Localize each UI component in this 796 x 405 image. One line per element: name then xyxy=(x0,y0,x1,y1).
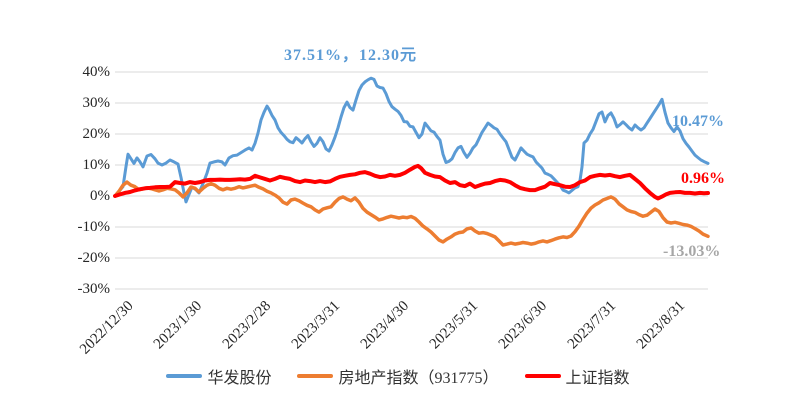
y-axis-tick-label: -30% xyxy=(77,281,111,297)
series-end-value-label: -13.03% xyxy=(663,243,721,260)
series-line-2 xyxy=(113,163,710,201)
legend-line-swatch xyxy=(524,374,561,378)
y-axis-tick-label: 10% xyxy=(82,157,111,173)
y-axis-tick-label: -10% xyxy=(77,219,111,235)
legend-line-swatch xyxy=(297,374,334,378)
legend-item-2: 上证指数 xyxy=(524,364,630,388)
chart-legend: 华发股份 房地产指数（931775） 上证指数 xyxy=(0,364,796,388)
series-end-value-label: 10.47% xyxy=(672,113,724,130)
y-axis-tick-label: 40% xyxy=(82,64,111,80)
peak-annotation: 37.51%，12.30元 xyxy=(284,47,418,64)
y-axis-tick-label: -20% xyxy=(77,250,111,266)
legend-item-0: 华发股份 xyxy=(166,364,271,388)
y-axis-tick-label: 30% xyxy=(82,95,111,111)
legend-label: 房地产指数（931775） xyxy=(338,370,499,387)
y-axis-tick-label: 20% xyxy=(82,126,111,142)
series-line-1 xyxy=(113,180,710,247)
series-end-value-label: 0.96% xyxy=(681,170,725,187)
y-axis-tick-label: 0% xyxy=(90,188,110,204)
legend-item-1: 房地产指数（931775） xyxy=(297,364,499,388)
legend-label: 上证指数 xyxy=(565,370,630,387)
series-line-0 xyxy=(113,76,710,204)
legend-label: 华发股份 xyxy=(207,370,272,387)
legend-line-swatch xyxy=(166,374,203,378)
